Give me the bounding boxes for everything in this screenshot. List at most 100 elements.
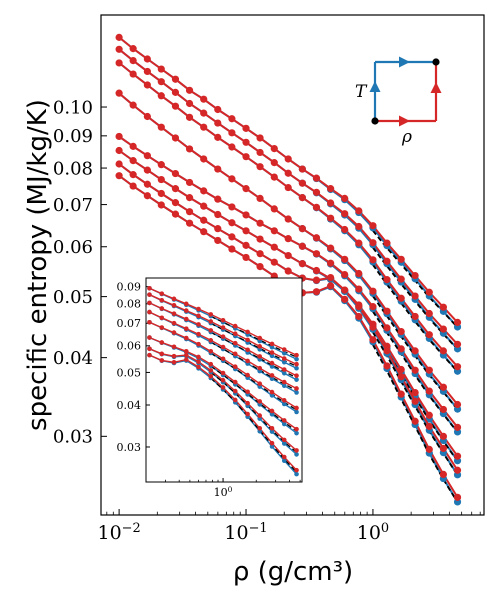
main-red-point xyxy=(453,466,462,474)
main-red-point xyxy=(129,182,137,190)
inset-red-point xyxy=(220,317,226,323)
main-red-point xyxy=(383,362,391,370)
inset-red-point xyxy=(281,398,287,403)
inset-red-point xyxy=(147,292,152,297)
main-series-3 xyxy=(115,59,462,375)
inset-red-point xyxy=(208,373,214,379)
main-red-point xyxy=(157,161,165,169)
inset-red-point xyxy=(232,323,238,329)
main-red-point xyxy=(369,323,377,331)
inset-blue-point xyxy=(281,401,287,407)
inset-red-point xyxy=(281,418,287,423)
main-red-point xyxy=(355,239,363,247)
inset-red-point xyxy=(294,386,299,391)
inset-red-point xyxy=(245,389,250,395)
inset-blue-point xyxy=(269,444,275,449)
inset-red-point xyxy=(208,348,214,354)
main-red-point xyxy=(143,81,151,89)
inset-red-point xyxy=(281,379,287,385)
inset-red-point xyxy=(196,313,201,319)
main-red-point xyxy=(341,270,349,279)
inset-blue-point xyxy=(294,377,299,382)
main-red-point xyxy=(453,340,462,348)
main-red-point xyxy=(355,222,363,231)
main-red-point xyxy=(157,189,165,198)
inset-red-point xyxy=(294,361,299,367)
inset-red-point xyxy=(281,347,287,352)
main-red-point xyxy=(453,318,462,326)
main-red-point xyxy=(200,187,208,195)
main-red-point xyxy=(185,178,194,187)
main-red-point xyxy=(228,129,236,137)
main-red-point xyxy=(214,195,222,203)
main-red-point xyxy=(143,55,151,63)
main-red-point xyxy=(214,236,222,245)
inset-red-point xyxy=(147,309,152,315)
main-series-7 xyxy=(115,160,462,479)
main-red-point xyxy=(411,388,419,397)
inset-red-point xyxy=(196,306,201,312)
inset-red-point xyxy=(220,356,226,362)
main-red-point xyxy=(171,185,180,193)
inset-red-point xyxy=(281,437,287,443)
main-red-point xyxy=(214,119,222,127)
main-red-point xyxy=(143,180,151,188)
main-red-point xyxy=(214,105,222,114)
main-red-point xyxy=(171,88,180,96)
main-red-point xyxy=(411,397,419,405)
inset-red-point xyxy=(257,365,263,371)
diagram-blue-up-arrow-icon xyxy=(369,81,381,92)
inset-y-tick-label: 0.09 xyxy=(117,281,142,294)
main-red-point xyxy=(284,183,292,192)
main-red-point xyxy=(327,282,335,290)
inset-series-8 xyxy=(147,352,299,477)
diagram-blue-right-arrow-icon xyxy=(399,56,410,68)
inset-red-point xyxy=(294,448,299,453)
main-red-point xyxy=(397,255,405,263)
inset-blue-point xyxy=(269,364,275,369)
main-red-point xyxy=(157,92,165,100)
inset-red-point xyxy=(196,354,201,360)
main-red-point xyxy=(284,235,292,243)
main-red-point xyxy=(383,324,391,332)
inset-red-point xyxy=(294,405,299,411)
main-red-point xyxy=(185,145,194,153)
inset-red-point xyxy=(147,285,152,291)
inset-red-point xyxy=(257,344,263,349)
main-red-point xyxy=(129,157,137,165)
inset-red-point xyxy=(294,352,299,358)
main-red-point xyxy=(411,312,419,321)
diagram-end-point xyxy=(432,58,440,66)
inset-red-point xyxy=(269,425,275,431)
inset-blue-point xyxy=(269,393,275,398)
main-red-point xyxy=(439,405,447,414)
inset-red-point xyxy=(183,326,189,331)
inset-red-point xyxy=(245,358,250,364)
main-red-point xyxy=(270,243,278,251)
inset-red-point xyxy=(159,315,165,321)
inset-series-5 xyxy=(147,319,299,415)
inset-series-7 xyxy=(147,346,299,457)
inset-red-point xyxy=(269,341,275,347)
main-red-point xyxy=(397,365,405,374)
main-red-point xyxy=(143,112,151,121)
main-red-point xyxy=(284,251,292,260)
main-series-4 xyxy=(115,89,462,413)
inset-red-point xyxy=(281,356,287,361)
inset-red-point xyxy=(208,368,214,373)
main-red-point xyxy=(256,250,264,258)
main-red-point xyxy=(228,233,236,241)
main-red-point xyxy=(157,65,165,73)
inset-red-point xyxy=(208,338,214,343)
main-red-point xyxy=(327,214,335,222)
inset-plot-axes: 0.03 0.04 0.05 0.06 0.07 0.08 0.09 100 xyxy=(117,277,303,499)
main-red-point xyxy=(200,228,208,236)
main-series-5 xyxy=(115,132,462,436)
inset-red-point xyxy=(257,413,263,418)
main-red-point xyxy=(129,101,137,109)
main-red-point xyxy=(383,239,391,247)
main-red-point xyxy=(341,194,349,202)
main-red-point xyxy=(298,179,306,187)
inset-red-point xyxy=(171,303,177,308)
inset-red-point xyxy=(147,352,152,358)
